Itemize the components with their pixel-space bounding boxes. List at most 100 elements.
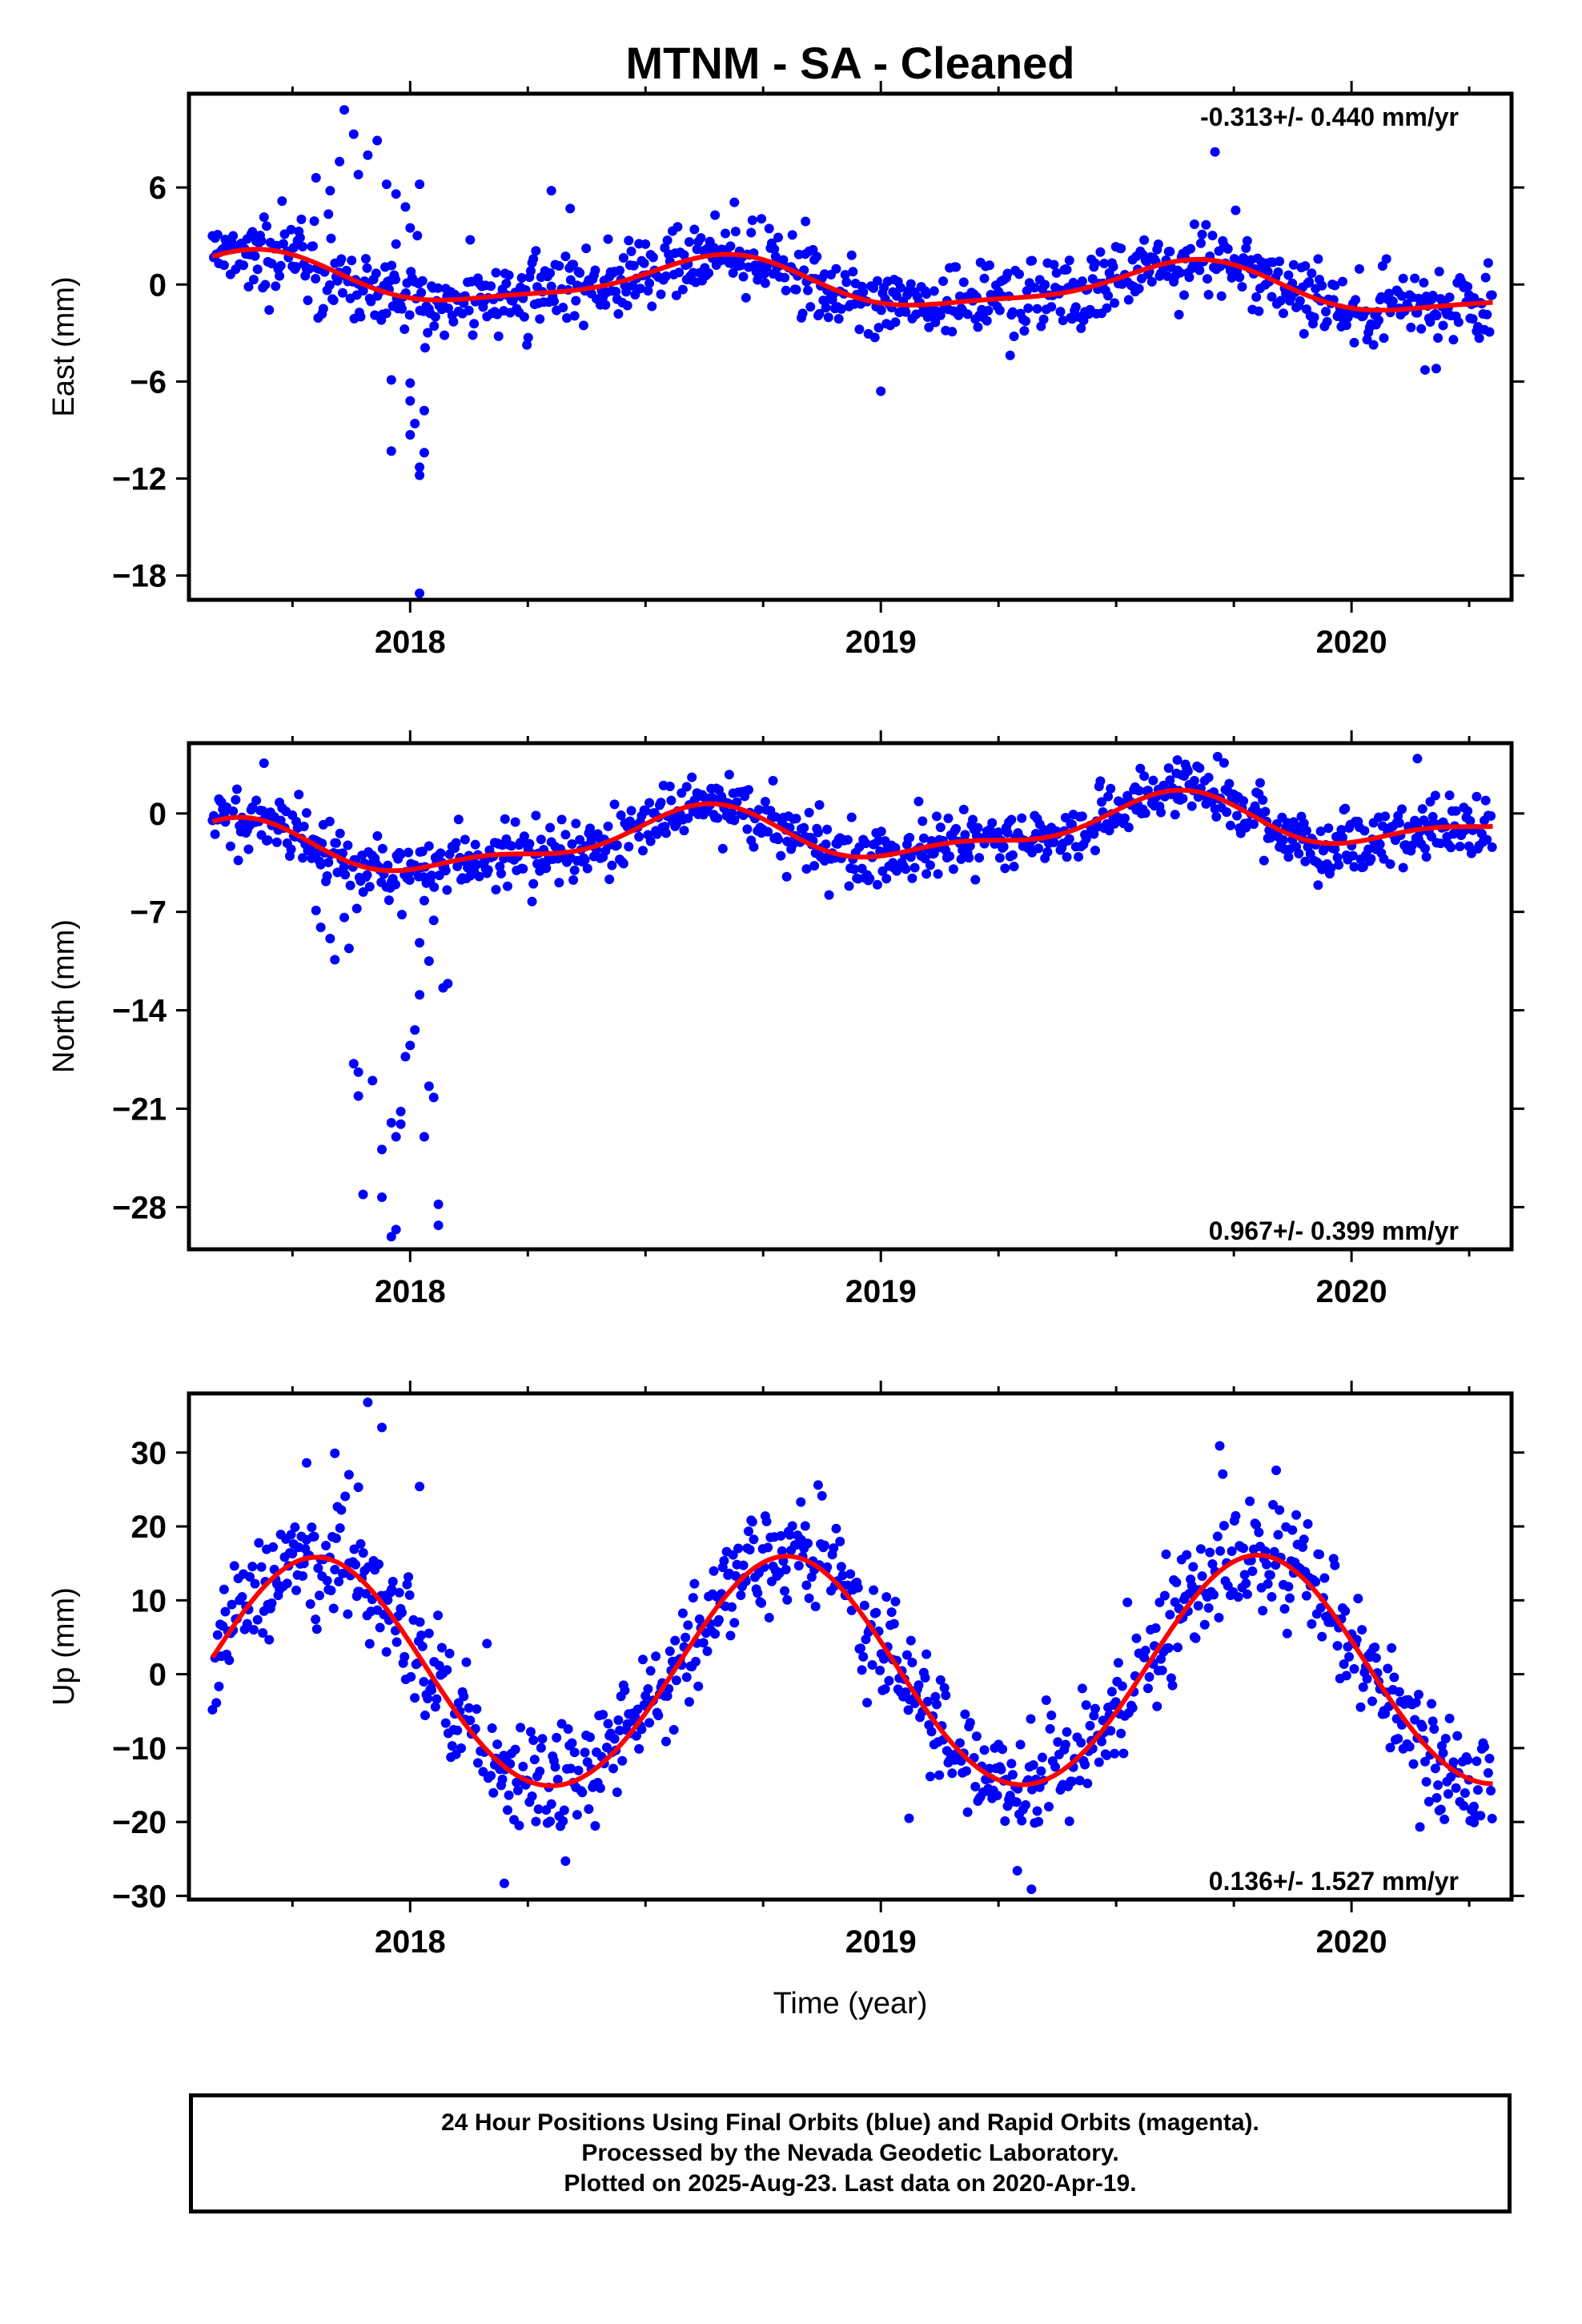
data-point [340,1491,351,1502]
data-point [873,323,884,333]
data-point [1291,1510,1302,1520]
data-point [529,1755,540,1765]
data-point [324,280,335,291]
data-point [644,1718,655,1728]
data-point [556,1719,567,1729]
data-point [225,841,235,851]
data-point [1119,813,1130,823]
data-point [1265,1570,1275,1580]
data-point [548,296,559,307]
data-point [867,1660,877,1671]
data-point [420,343,430,353]
data-point [254,1538,264,1548]
data-point [645,836,656,846]
data-point [514,1820,524,1831]
data-point [304,263,315,274]
data-point [753,805,764,815]
data-point [1231,205,1241,215]
data-point [768,775,778,786]
data-point-outlier [358,1189,368,1200]
data-point [684,237,694,247]
data-point [1064,255,1074,266]
data-point [545,822,556,833]
data-point [684,1697,694,1707]
data-point [416,287,427,298]
data-point [271,837,282,847]
data-point [1049,837,1059,847]
data-point [628,260,639,271]
data-point [729,815,740,826]
data-point [803,285,813,296]
data-point [1203,1602,1214,1613]
y-tick-label: −7 [130,895,167,931]
data-point [362,870,372,880]
data-point [383,895,394,906]
data-point [1195,763,1205,774]
data-point [787,230,797,240]
data-point [688,1593,698,1603]
figure-title: MTNM - SA - Cleaned [625,38,1074,88]
data-point [1165,1610,1175,1620]
data-point [250,1578,260,1589]
data-point [1216,291,1227,301]
data-point [1150,1622,1161,1633]
data-point [1263,267,1273,277]
data-point [1339,1659,1349,1669]
data-point [550,1762,560,1772]
data-point [848,267,858,277]
data-point [611,287,621,297]
data-point [252,1614,263,1625]
gps-time-series-figure: MTNM - SA - Cleaned 2018 2019 2020 6 0 −6 −12 −… [47,38,1524,2020]
data-point [528,1735,539,1746]
y-tick-label: −20 [112,1805,167,1840]
data-point [267,259,277,269]
data-point [681,1672,692,1683]
data-point-outlier [415,938,425,948]
data-point [227,1599,237,1610]
data-point [1032,304,1042,314]
data-point [275,271,285,281]
data-point [510,1744,520,1755]
data-point [938,276,949,287]
data-point [612,840,622,850]
data-point [1225,820,1235,830]
data-point [423,1694,433,1704]
data-point [1317,280,1327,291]
data-point [817,1490,827,1501]
data-point [1315,1602,1326,1613]
data-point [295,232,305,243]
data-point [1227,1546,1237,1557]
data-point [1362,1674,1372,1684]
data-point [1430,790,1440,801]
data-point-outlier [363,1397,373,1408]
data-point [358,1548,368,1558]
data-point [791,284,801,295]
data-point [554,260,564,271]
data-point-outlier [415,990,425,1000]
data-point [488,1787,499,1798]
data-points-north [207,751,1497,1242]
data-point-outlier [560,1856,571,1867]
data-point [631,1731,641,1741]
data-point [749,842,759,852]
data-point [1163,763,1174,774]
data-point [970,875,981,885]
data-point [1188,1562,1199,1572]
data-point [331,1533,341,1543]
data-point [228,231,239,241]
data-point [1231,1510,1241,1521]
data-point [286,1530,296,1540]
data-point [1117,1681,1127,1691]
data-point [799,822,809,833]
data-point [813,1480,823,1490]
data-point [620,1685,630,1695]
data-point [1202,274,1212,284]
data-point [364,882,375,892]
data-point [1045,1723,1055,1734]
data-point [1077,1683,1087,1694]
data-point [301,808,311,818]
data-point [1106,1687,1117,1697]
data-point [298,853,308,863]
data-point [1358,862,1368,872]
data-point-outlier [330,955,340,965]
